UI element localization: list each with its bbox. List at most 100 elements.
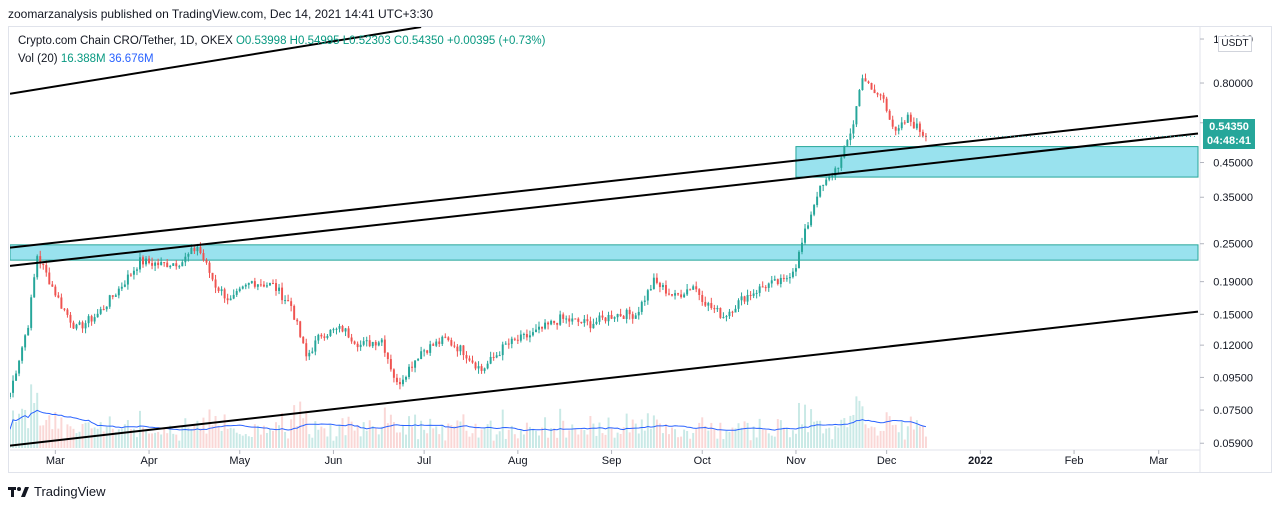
volume-bar bbox=[359, 436, 362, 448]
countdown-timer: 04:48:41 bbox=[1206, 135, 1252, 147]
last-price-value: 0.54350 bbox=[1209, 121, 1249, 133]
candle-body bbox=[420, 351, 423, 360]
volume-bar bbox=[395, 432, 398, 448]
candle-body bbox=[356, 343, 359, 348]
candle-body bbox=[725, 316, 728, 318]
volume-bar bbox=[75, 433, 78, 448]
candle-body bbox=[737, 300, 740, 309]
trendline-1 bbox=[10, 27, 422, 95]
volume-bar bbox=[746, 422, 749, 448]
candle-body bbox=[779, 277, 782, 285]
candle-body bbox=[329, 329, 332, 336]
volume-bar bbox=[229, 427, 232, 448]
volume-bar bbox=[202, 417, 205, 448]
volume-bar bbox=[574, 428, 577, 448]
volume-bar bbox=[145, 429, 148, 448]
volume-bar bbox=[773, 436, 776, 448]
volume-bar bbox=[788, 437, 791, 448]
volume-bar bbox=[223, 414, 226, 448]
candle-body bbox=[196, 247, 199, 252]
volume-bar bbox=[281, 412, 284, 448]
candle-body bbox=[900, 122, 903, 129]
candle-body bbox=[562, 314, 565, 319]
candle-body bbox=[894, 126, 897, 131]
volume-bar bbox=[501, 409, 504, 448]
candle-body bbox=[698, 289, 701, 295]
candle-body bbox=[154, 262, 157, 266]
candle-body bbox=[226, 298, 229, 301]
candle-body bbox=[649, 288, 652, 291]
candle-body bbox=[813, 205, 816, 215]
candle-body bbox=[142, 257, 144, 265]
candle-body bbox=[522, 334, 525, 336]
currency-button[interactable]: USDT bbox=[1218, 36, 1252, 52]
volume-bar bbox=[568, 430, 571, 448]
last-price-tag: 0.54350 04:48:41 bbox=[1203, 119, 1255, 149]
candle-body bbox=[392, 369, 395, 378]
volume-bar bbox=[411, 427, 414, 448]
volume-bar bbox=[825, 428, 828, 448]
volume-bar bbox=[238, 434, 241, 448]
volume-bar bbox=[320, 426, 323, 448]
volume-bar bbox=[332, 440, 335, 448]
volume-bar bbox=[843, 418, 846, 448]
candle-body bbox=[631, 314, 634, 319]
candle-body bbox=[223, 289, 226, 299]
candle-body bbox=[247, 283, 250, 285]
candle-body bbox=[504, 343, 507, 345]
volume-bar bbox=[637, 433, 640, 448]
volume-bar bbox=[247, 436, 250, 448]
y-tick-label: 0.05900 bbox=[1213, 438, 1253, 450]
candle-body bbox=[852, 124, 855, 134]
volume-bar bbox=[265, 432, 268, 448]
candle-body bbox=[205, 260, 208, 263]
volume-bar bbox=[102, 431, 105, 448]
candle-body bbox=[15, 373, 18, 381]
candle-body bbox=[18, 360, 21, 374]
volume-bar bbox=[347, 416, 350, 448]
x-tick-label: May bbox=[229, 455, 250, 467]
footer-brand[interactable]: TradingView bbox=[8, 484, 106, 499]
candle-body bbox=[278, 287, 281, 291]
volume-bar bbox=[314, 421, 317, 448]
candle-body bbox=[383, 339, 386, 353]
candle-body bbox=[498, 355, 501, 357]
volume-bar bbox=[111, 428, 114, 448]
volume-bar bbox=[302, 418, 305, 448]
candle-body bbox=[831, 176, 834, 178]
volume-bar bbox=[794, 433, 797, 448]
candle-body bbox=[797, 251, 800, 269]
candle-body bbox=[320, 334, 323, 337]
candle-body bbox=[740, 296, 743, 301]
volume-bar bbox=[498, 431, 501, 448]
candle-body bbox=[637, 311, 640, 316]
volume-bar bbox=[226, 428, 229, 448]
x-tick-label: Mar bbox=[1149, 455, 1168, 467]
candle-body bbox=[24, 335, 27, 348]
volume-bar bbox=[190, 428, 193, 448]
candle-body bbox=[616, 314, 619, 318]
candle-body bbox=[625, 309, 628, 319]
candle-body bbox=[72, 322, 75, 329]
candle-body bbox=[571, 318, 574, 322]
volume-bar bbox=[477, 437, 480, 448]
candle-body bbox=[704, 301, 707, 306]
volume-bar bbox=[181, 426, 184, 448]
candle-body bbox=[232, 294, 235, 299]
volume-bar bbox=[649, 428, 652, 448]
candle-body bbox=[912, 121, 915, 129]
candle-body bbox=[870, 83, 873, 90]
volume-bar bbox=[918, 426, 921, 448]
volume-bar bbox=[640, 419, 643, 448]
candle-body bbox=[317, 334, 320, 341]
candle-body bbox=[477, 366, 480, 369]
candle-body bbox=[456, 346, 459, 352]
candle-body bbox=[924, 135, 927, 137]
volume-bar bbox=[139, 410, 141, 448]
volume-bar bbox=[840, 419, 843, 448]
volume-bar bbox=[486, 424, 489, 448]
candle-body bbox=[486, 363, 489, 369]
volume-bar bbox=[120, 428, 123, 448]
candle-body bbox=[492, 356, 495, 358]
